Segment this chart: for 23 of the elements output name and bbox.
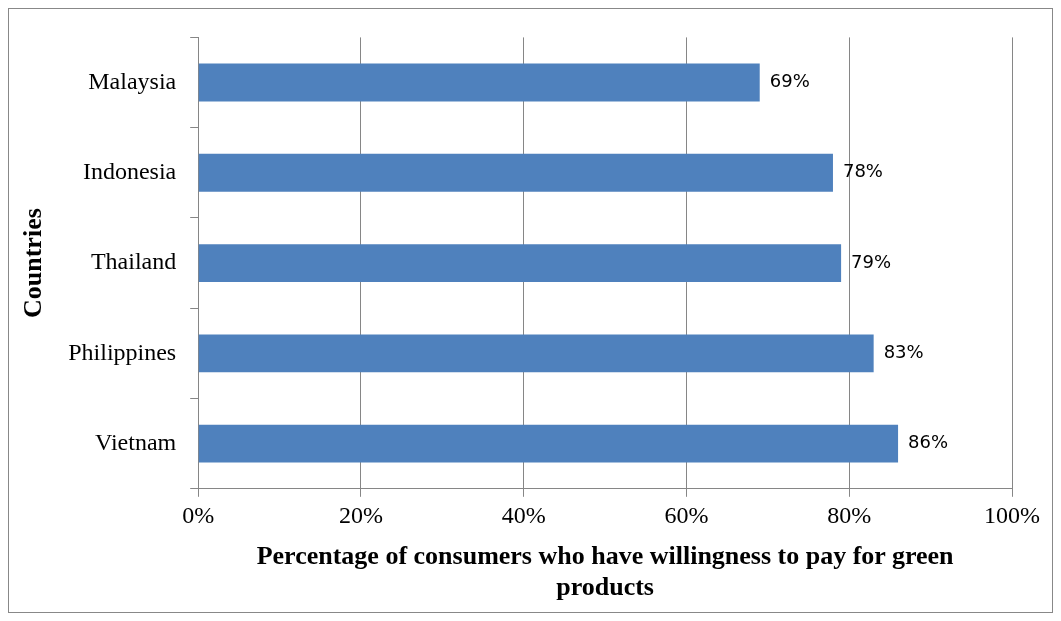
x-tick-label: 60% [664, 502, 709, 529]
x-tick-label: 100% [984, 502, 1040, 529]
data-label: 78% [842, 160, 883, 182]
x-axis-title: Percentage of consumers who have willingness to pay for green products [256, 540, 955, 602]
x-tick-label: 20% [338, 502, 383, 529]
y-tick-label: Thailand [90, 248, 177, 275]
data-label: 69% [769, 70, 810, 92]
y-axis-title: Countries [18, 208, 48, 318]
y-tick-label: Philippines [68, 338, 177, 365]
data-label: 79% [851, 250, 892, 272]
bar [198, 244, 842, 283]
x-tick-label: 40% [501, 502, 546, 529]
x-tick-label: 80% [827, 502, 872, 529]
bar [198, 63, 760, 102]
bar [198, 424, 899, 463]
y-tick-label: Indonesia [82, 158, 177, 185]
x-tick-label: 0% [182, 502, 215, 529]
bar [198, 334, 874, 373]
y-tick-label: Vietnam [95, 428, 177, 455]
data-label: 83% [883, 341, 924, 363]
bar [198, 153, 833, 192]
data-label: 86% [908, 431, 949, 453]
y-tick-label: Malaysia [88, 67, 177, 94]
